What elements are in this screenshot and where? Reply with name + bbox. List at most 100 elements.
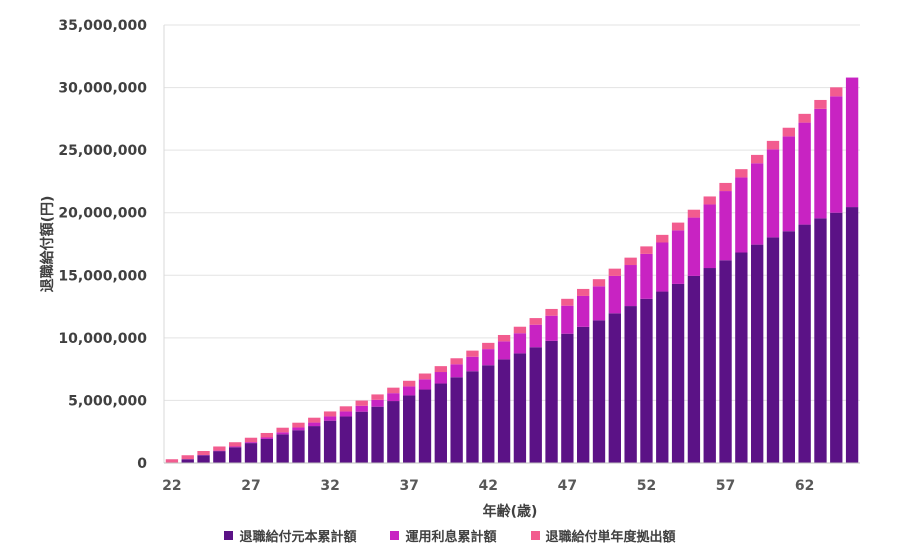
bar-segment-principal-35 xyxy=(371,406,384,463)
bar-segment-annual-contribution-39 xyxy=(434,366,447,373)
y-tick-label: 30,000,000 xyxy=(58,81,147,97)
bar-segment-principal-43 xyxy=(497,359,511,463)
gridlines xyxy=(164,24,860,401)
legend-item-interest: 運用利息累計額 xyxy=(390,526,497,545)
bar-segment-principal-60 xyxy=(766,237,780,463)
y-tick-label: 5,000,000 xyxy=(68,393,147,409)
bar-segment-annual-contribution-64 xyxy=(830,87,843,97)
bar-segment-annual-contribution-35 xyxy=(371,394,384,400)
bar-segment-principal-62 xyxy=(798,224,811,463)
bar-segment-interest-46 xyxy=(545,315,558,341)
bar-segment-interest-47 xyxy=(561,305,574,334)
bar-segment-annual-contribution-57 xyxy=(719,182,732,192)
legend-swatch-principal xyxy=(224,531,234,540)
bar-segment-interest-54 xyxy=(671,230,685,284)
bar-segment-interest-45 xyxy=(529,324,542,348)
bar-segment-interest-51 xyxy=(624,265,637,307)
bar-segment-interest-56 xyxy=(703,204,716,269)
bar-segment-interest-37 xyxy=(403,386,416,396)
bar-segment-annual-contribution-30 xyxy=(292,422,305,428)
bar-segment-annual-contribution-47 xyxy=(561,298,574,306)
bar-segment-interest-52 xyxy=(640,253,653,299)
legend: 退職給付元本累計額 運用利息累計額 退職給付単年度拠出額 xyxy=(0,526,900,545)
bar-segment-principal-25 xyxy=(213,451,226,463)
bar-segment-principal-59 xyxy=(751,244,764,463)
bar-segment-interest-36 xyxy=(387,393,400,402)
bar-segment-annual-contribution-29 xyxy=(276,427,289,433)
bar-segment-interest-29 xyxy=(276,432,289,435)
bar-segment-annual-contribution-51 xyxy=(624,257,637,266)
bar-segment-annual-contribution-55 xyxy=(687,209,701,218)
bar-segment-interest-60 xyxy=(766,149,780,238)
bar-segment-annual-contribution-61 xyxy=(782,127,795,137)
bar-segment-principal-49 xyxy=(592,320,606,463)
bar-segment-annual-contribution-41 xyxy=(466,350,479,357)
bar-segment-interest-64 xyxy=(830,96,843,213)
bar-segment-interest-58 xyxy=(735,177,748,253)
bar-segment-principal-57 xyxy=(719,260,732,463)
bar-segment-annual-contribution-45 xyxy=(529,318,542,325)
bar-segment-principal-37 xyxy=(403,395,416,463)
x-axis-ticks: 22 27 32 37 42 47 52 57 62 xyxy=(162,478,814,494)
bar-segment-interest-31 xyxy=(308,422,321,427)
bar-segment-annual-contribution-32 xyxy=(323,411,337,417)
bar-segment-principal-63 xyxy=(814,218,827,463)
x-tick-label: 32 xyxy=(320,478,339,494)
x-tick-label: 57 xyxy=(716,478,735,494)
bar-segment-principal-61 xyxy=(782,231,795,463)
bar-segment-annual-contribution-43 xyxy=(497,334,511,342)
bar-segment-interest-30 xyxy=(292,427,305,431)
y-axis-ticks: 0 5,000,000 10,000,000 15,000,000 20,000,000… xyxy=(58,18,147,472)
legend-item-principal: 退職給付元本累計額 xyxy=(224,526,356,545)
bar-segment-annual-contribution-56 xyxy=(703,196,716,205)
bar-segment-annual-contribution-50 xyxy=(608,268,621,276)
bar-segment-annual-contribution-48 xyxy=(577,288,590,296)
bar-segment-principal-33 xyxy=(339,416,353,463)
legend-label-interest: 運用利息累計額 xyxy=(405,530,497,545)
bar-segment-interest-33 xyxy=(339,411,353,417)
y-tick-label: 10,000,000 xyxy=(58,331,147,347)
bar-segment-principal-41 xyxy=(466,371,479,463)
y-tick-label: 35,000,000 xyxy=(58,18,147,34)
bar-segment-principal-45 xyxy=(529,347,542,463)
bar-segment-annual-contribution-58 xyxy=(735,169,748,178)
bar-segment-interest-34 xyxy=(355,405,368,412)
bar-segment-principal-36 xyxy=(387,401,400,463)
bar-segment-principal-42 xyxy=(482,365,495,463)
bar-segment-annual-contribution-49 xyxy=(592,279,606,287)
bar-segment-principal-55 xyxy=(687,275,701,463)
bar-segment-interest-38 xyxy=(418,379,432,390)
x-tick-label: 22 xyxy=(162,478,181,494)
bar-segment-annual-contribution-46 xyxy=(545,308,558,316)
bar-segment-interest-39 xyxy=(434,372,447,384)
y-tick-label: 25,000,000 xyxy=(58,143,147,159)
bar-segment-principal-47 xyxy=(561,333,574,463)
bar-segment-interest-25 xyxy=(213,450,226,452)
bar-segment-annual-contribution-27 xyxy=(244,437,258,443)
bar-segment-principal-46 xyxy=(545,340,558,463)
legend-swatch-interest xyxy=(390,531,400,540)
legend-label-annual-contribution: 退職給付単年度拠出額 xyxy=(545,530,676,545)
bar-segment-annual-contribution-53 xyxy=(656,234,669,243)
bar-segment-interest-53 xyxy=(656,242,669,292)
bar-segment-annual-contribution-38 xyxy=(418,373,432,380)
bar-segment-annual-contribution-59 xyxy=(751,154,764,164)
bar-segment-interest-44 xyxy=(513,333,527,354)
bar-segment-interest-35 xyxy=(371,399,384,407)
bar-segment-interest-43 xyxy=(497,341,511,360)
bar-segment-interest-61 xyxy=(782,136,795,232)
legend-label-principal: 退職給付元本累計額 xyxy=(239,530,357,545)
bar-segment-annual-contribution-62 xyxy=(798,113,811,123)
bar-segment-principal-38 xyxy=(418,389,432,463)
bar-segment-principal-40 xyxy=(450,377,463,463)
x-axis-title: 年齢(歳) xyxy=(483,503,538,520)
y-tick-label: 0 xyxy=(137,456,147,472)
bar-segment-interest-55 xyxy=(687,217,701,276)
bar-segment-principal-51 xyxy=(624,306,637,463)
bar-segment-annual-contribution-26 xyxy=(229,442,242,447)
bar-segment-interest-28 xyxy=(260,437,273,439)
bar-segment-principal-27 xyxy=(244,443,258,463)
bar-segment-interest-49 xyxy=(592,286,606,321)
bar-segment-annual-contribution-52 xyxy=(640,246,653,254)
x-tick-label: 27 xyxy=(241,478,260,494)
